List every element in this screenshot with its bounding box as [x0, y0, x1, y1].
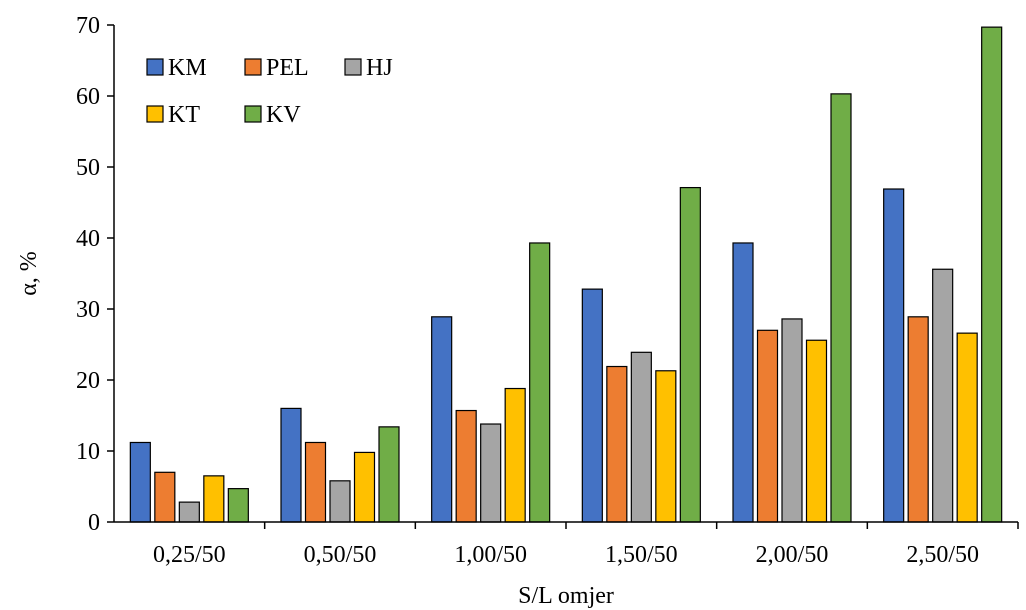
y-tick-label: 60	[76, 84, 100, 110]
bar-pel-5	[907, 316, 929, 523]
legend-swatch-pel	[244, 58, 262, 76]
bar-kv-3	[679, 186, 701, 523]
bar-km-3	[581, 288, 603, 523]
legend-swatch-kv	[244, 105, 262, 123]
y-tick-label: 70	[76, 13, 100, 39]
y-tick-label: 50	[76, 155, 100, 181]
y-tick-label: 10	[76, 439, 100, 465]
legend-label-kt: KT	[168, 102, 200, 128]
bar-pel-0	[154, 471, 176, 523]
bar-kv-2	[529, 242, 551, 523]
bar-kt-5	[956, 332, 978, 523]
bar-km-4	[732, 242, 754, 523]
bar-km-2	[431, 316, 453, 523]
legend-swatch-kt	[146, 105, 164, 123]
x-tick-label: 2,50/50	[906, 542, 979, 568]
bar-hj-2	[480, 423, 502, 523]
bar-km-0	[129, 441, 151, 523]
bar-kv-0	[227, 488, 249, 523]
y-tick-label: 30	[76, 297, 100, 323]
bar-kt-2	[504, 387, 526, 523]
legend-label-kv: KV	[266, 102, 301, 128]
bar-pel-4	[756, 329, 779, 523]
bar-kt-4	[805, 339, 828, 523]
x-tick-label: 1,00/50	[454, 542, 527, 568]
bar-pel-2	[455, 409, 477, 523]
legend-label-km: KM	[168, 55, 207, 81]
legend-swatch-hj	[344, 58, 362, 76]
bar-pel-1	[304, 441, 327, 523]
bar-kv-1	[378, 426, 400, 523]
x-tick-label: 0,50/50	[304, 542, 377, 568]
bar-hj-4	[781, 318, 803, 523]
bar-kv-4	[830, 93, 852, 523]
bar-hj-5	[932, 268, 954, 523]
bars	[129, 26, 1003, 523]
legend-label-pel: PEL	[266, 55, 309, 81]
legend-label-hj: HJ	[366, 55, 393, 81]
x-tick-label: 0,25/50	[153, 542, 226, 568]
bar-pel-3	[606, 365, 628, 523]
bar-kt-1	[353, 451, 376, 523]
legend-swatch-km	[146, 58, 164, 76]
bar-km-5	[883, 188, 905, 523]
bar-km-1	[280, 407, 302, 523]
x-tick-label: 1,50/50	[605, 542, 678, 568]
y-tick-label: 40	[76, 226, 100, 252]
x-tick-label: 2,00/50	[756, 542, 829, 568]
bar-hj-3	[630, 351, 652, 523]
bar-hj-1	[329, 480, 351, 523]
bar-kt-3	[655, 370, 677, 523]
legend: KM PEL HJ KT KV	[146, 55, 393, 128]
bar-kv-5	[981, 26, 1003, 523]
y-axis-ticks: 0 10 20 30 40 50 60 70	[76, 13, 114, 536]
x-axis-label: S/L omjer	[518, 583, 614, 609]
y-axis-label: α, %	[16, 251, 42, 296]
y-tick-label: 20	[76, 368, 100, 394]
bar-kt-0	[203, 475, 225, 523]
y-tick-label: 0	[88, 510, 100, 536]
bar-hj-0	[178, 501, 200, 523]
x-axis-ticks: 0,25/50 0,50/50 1,00/50 1,50/50 2,00/50 2,50/…	[153, 522, 1019, 568]
